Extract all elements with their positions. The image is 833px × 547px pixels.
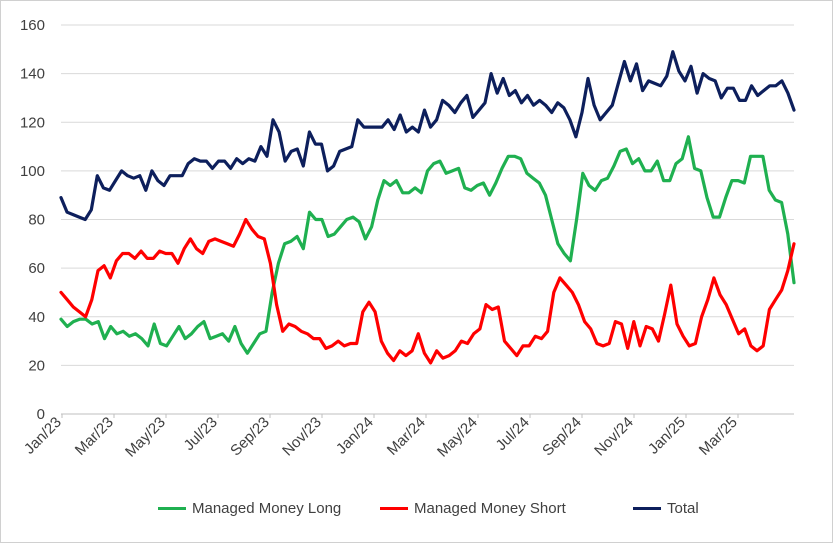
y-axis-labels: 0 20 40 60 80 100 120 140 160 <box>20 17 45 423</box>
series-line-managed-money-short <box>59 217 796 365</box>
y-tick-label: 20 <box>28 357 45 374</box>
x-tick-label: Jan/24 <box>333 414 377 458</box>
y-tick-label: 140 <box>20 66 45 83</box>
x-tick-label: Nov/23 <box>279 414 325 460</box>
y-tick-label: 0 <box>37 406 45 423</box>
legend-item-total: Total <box>633 500 699 517</box>
x-tick-label: Jul/23 <box>181 414 221 454</box>
legend-label-short: Managed Money Short <box>414 500 566 517</box>
legend-item-short: Managed Money Short <box>380 500 566 517</box>
x-tick-label: Mar/23 <box>72 414 117 459</box>
x-tick-label: Sep/24 <box>539 414 585 460</box>
y-tick-label: 160 <box>20 17 45 34</box>
x-tick-label: May/24 <box>434 414 481 461</box>
x-tick-label: Nov/24 <box>591 414 637 460</box>
x-axis-labels: Jan/23 Mar/23 May/23 Jul/23 Sep/23 Nov/23 Jan/… <box>21 414 741 461</box>
y-tick-label: 60 <box>28 260 45 277</box>
series-line-total <box>59 50 796 222</box>
legend-label-long: Managed Money Long <box>192 500 342 517</box>
y-tick-label: 40 <box>28 309 45 326</box>
series-lines <box>59 50 796 365</box>
x-tick-label: Mar/24 <box>384 414 429 459</box>
x-tick-label: Jul/24 <box>493 414 533 454</box>
legend-item-long: Managed Money Long <box>158 500 341 517</box>
y-tick-label: 80 <box>28 212 45 229</box>
x-tick-label: Mar/25 <box>696 414 741 459</box>
legend: Managed Money Long Managed Money Short T… <box>0 500 833 526</box>
legend-swatch-short <box>380 507 408 510</box>
legend-swatch-long <box>158 507 186 510</box>
legend-label-total: Total <box>667 500 699 517</box>
x-tick-label: Sep/23 <box>227 414 273 460</box>
y-tick-label: 100 <box>20 163 45 180</box>
legend-swatch-total <box>633 507 661 510</box>
series-line-managed-money-long <box>59 135 796 355</box>
x-tick-label: May/23 <box>122 414 169 461</box>
x-tick-label: Jan/25 <box>645 414 689 458</box>
y-tick-label: 120 <box>20 114 45 131</box>
